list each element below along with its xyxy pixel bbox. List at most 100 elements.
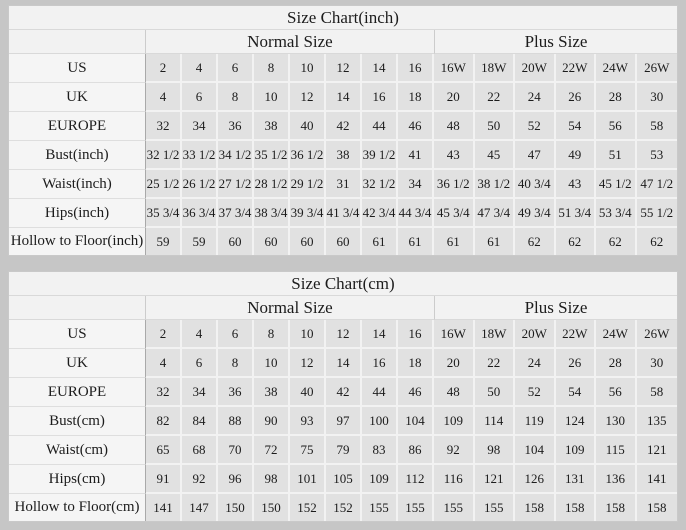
size-cell-normal: 34 bbox=[182, 112, 218, 141]
size-cell-normal: 36 bbox=[218, 112, 254, 141]
size-cell-normal: 96 bbox=[218, 465, 254, 494]
size-cell-plus: 56 bbox=[596, 378, 637, 407]
size-cell-normal: 27 1/2 bbox=[218, 170, 254, 199]
size-cell-normal: 12 bbox=[290, 349, 326, 378]
size-cell-normal: 26 1/2 bbox=[182, 170, 218, 199]
size-cell-plus: 126 bbox=[515, 465, 556, 494]
size-cell-normal: 29 1/2 bbox=[290, 170, 326, 199]
size-cell-plus: 50 bbox=[474, 112, 515, 141]
row-label: Hips(cm) bbox=[9, 465, 146, 494]
size-cell-plus: 38 1/2 bbox=[474, 170, 515, 199]
table-title-row: Size Chart(inch) bbox=[9, 6, 677, 30]
size-cell-plus: 56 bbox=[596, 112, 637, 141]
size-cell-plus: 155 bbox=[474, 494, 515, 521]
size-cell-normal: 4 bbox=[182, 320, 218, 349]
table-row: US 2 4 6 8 10 12 14 16 16W 18W 20W 22W 24W 26W bbox=[9, 320, 677, 349]
size-cell-normal: 152 bbox=[290, 494, 326, 521]
row-label: US bbox=[9, 54, 146, 83]
size-cell-normal: 68 bbox=[182, 436, 218, 465]
size-cell-normal: 97 bbox=[326, 407, 362, 436]
size-cell-normal: 14 bbox=[326, 83, 362, 112]
row-label: UK bbox=[9, 83, 146, 112]
size-cell-normal: 100 bbox=[362, 407, 398, 436]
size-cell-normal: 60 bbox=[218, 228, 254, 255]
size-cell-plus: 124 bbox=[555, 407, 596, 436]
size-cell-normal: 4 bbox=[182, 54, 218, 83]
corner-cell bbox=[9, 30, 146, 54]
size-cell-plus: 26 bbox=[555, 83, 596, 112]
size-cell-plus: 26 bbox=[555, 349, 596, 378]
size-cell-plus: 45 1/2 bbox=[596, 170, 637, 199]
size-cell-normal: 41 3/4 bbox=[326, 199, 362, 228]
row-label: Hips(inch) bbox=[9, 199, 146, 228]
size-cell-plus: 130 bbox=[596, 407, 637, 436]
size-cell-plus: 155 bbox=[434, 494, 475, 521]
size-cell-normal: 10 bbox=[254, 83, 290, 112]
size-cell-plus: 62 bbox=[555, 228, 596, 255]
size-cell-normal: 104 bbox=[398, 407, 434, 436]
size-cell-plus: 26W bbox=[636, 54, 677, 83]
size-cell-plus: 49 bbox=[555, 141, 596, 170]
group-header-row: Normal Size Plus Size bbox=[9, 30, 677, 54]
size-cell-normal: 16 bbox=[362, 83, 398, 112]
row-label: Waist(inch) bbox=[9, 170, 146, 199]
size-cell-normal: 86 bbox=[398, 436, 434, 465]
size-cell-plus: 104 bbox=[515, 436, 556, 465]
size-cell-normal: 6 bbox=[218, 320, 254, 349]
size-cell-normal: 82 bbox=[146, 407, 182, 436]
table-title-row: Size Chart(cm) bbox=[9, 272, 677, 296]
size-cell-plus: 135 bbox=[636, 407, 677, 436]
table-row: EUROPE 32 34 36 38 40 42 44 46 48 50 52 54 56 58 bbox=[9, 112, 677, 141]
size-cell-normal: 152 bbox=[326, 494, 362, 521]
size-cell-normal: 8 bbox=[218, 349, 254, 378]
size-cell-plus: 98 bbox=[474, 436, 515, 465]
size-cell-normal: 83 bbox=[362, 436, 398, 465]
size-cell-normal: 8 bbox=[254, 54, 290, 83]
size-cell-plus: 47 bbox=[515, 141, 556, 170]
table-row: EUROPE 32 34 36 38 40 42 44 46 48 50 52 54 56 58 bbox=[9, 378, 677, 407]
size-cell-normal: 42 bbox=[326, 378, 362, 407]
row-label: UK bbox=[9, 349, 146, 378]
size-chart-inch-table: Size Chart(inch) Normal Size Plus Size US 2 4… bbox=[8, 5, 678, 256]
size-cell-normal: 79 bbox=[326, 436, 362, 465]
size-cell-normal: 34 bbox=[398, 170, 434, 199]
size-cell-normal: 32 1/2 bbox=[146, 141, 182, 170]
size-cell-normal: 10 bbox=[290, 320, 326, 349]
table-title: Size Chart(inch) bbox=[9, 6, 677, 30]
size-cell-plus: 92 bbox=[434, 436, 475, 465]
table-row: Hollow to Floor(inch) 59 59 60 60 60 60 61 61 61 6… bbox=[9, 228, 677, 255]
size-cell-normal: 38 3/4 bbox=[254, 199, 290, 228]
size-cell-plus: 49 3/4 bbox=[515, 199, 556, 228]
row-label: EUROPE bbox=[9, 112, 146, 141]
size-cell-plus: 54 bbox=[555, 112, 596, 141]
size-cell-normal: 8 bbox=[218, 83, 254, 112]
size-cell-normal: 4 bbox=[146, 83, 182, 112]
size-cell-normal: 61 bbox=[398, 228, 434, 255]
size-cell-normal: 150 bbox=[254, 494, 290, 521]
size-cell-normal: 6 bbox=[218, 54, 254, 83]
size-cell-normal: 60 bbox=[254, 228, 290, 255]
size-cell-normal: 75 bbox=[290, 436, 326, 465]
size-cell-plus: 61 bbox=[434, 228, 475, 255]
size-cell-plus: 22 bbox=[474, 349, 515, 378]
size-cell-normal: 141 bbox=[146, 494, 182, 521]
size-cell-plus: 45 3/4 bbox=[434, 199, 475, 228]
size-cell-plus: 55 1/2 bbox=[636, 199, 677, 228]
size-cell-normal: 60 bbox=[326, 228, 362, 255]
size-cell-normal: 2 bbox=[146, 320, 182, 349]
size-cell-normal: 10 bbox=[290, 54, 326, 83]
size-cell-plus: 54 bbox=[555, 378, 596, 407]
row-label: EUROPE bbox=[9, 378, 146, 407]
size-cell-normal: 39 1/2 bbox=[362, 141, 398, 170]
size-cell-plus: 121 bbox=[474, 465, 515, 494]
size-cell-plus: 114 bbox=[474, 407, 515, 436]
size-cell-normal: 155 bbox=[362, 494, 398, 521]
size-cell-normal: 147 bbox=[182, 494, 218, 521]
size-cell-normal: 70 bbox=[218, 436, 254, 465]
size-cell-plus: 26W bbox=[636, 320, 677, 349]
size-cell-normal: 25 1/2 bbox=[146, 170, 182, 199]
size-cell-plus: 109 bbox=[434, 407, 475, 436]
size-cell-normal: 88 bbox=[218, 407, 254, 436]
size-cell-normal: 112 bbox=[398, 465, 434, 494]
size-cell-plus: 45 bbox=[474, 141, 515, 170]
